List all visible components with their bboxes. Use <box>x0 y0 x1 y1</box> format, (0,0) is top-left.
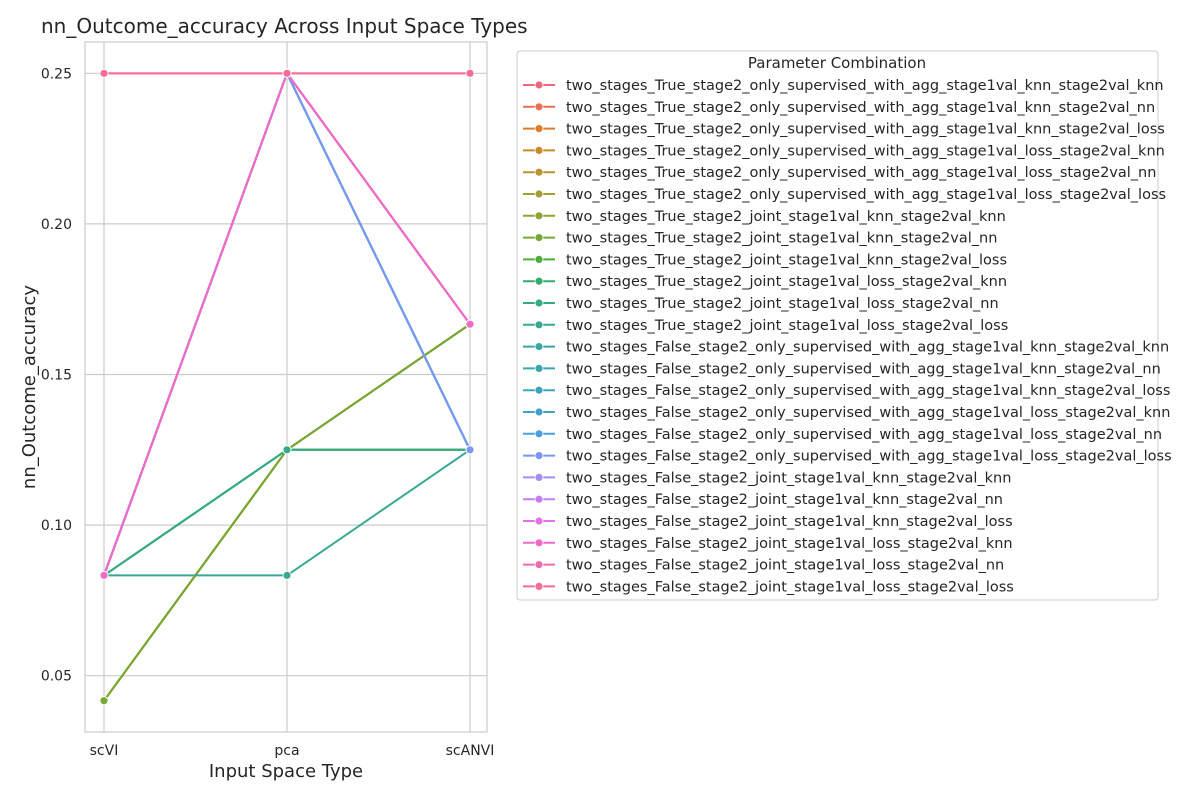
legend-swatch-marker <box>534 429 544 439</box>
legend-swatch-marker <box>534 233 544 243</box>
x-tick-label: pca <box>274 743 299 759</box>
legend-swatch-marker <box>534 582 544 591</box>
legend-swatch-marker <box>534 102 544 112</box>
legend-title: Parameter Combination <box>748 54 926 72</box>
x-tick-label: scANVI <box>446 743 495 759</box>
legend: Parameter Combination two_stages_True_st… <box>516 50 1172 601</box>
legend-swatch-marker <box>534 254 544 264</box>
plot-area <box>84 41 488 733</box>
legend-swatch-marker <box>534 124 544 134</box>
y-tick-label: 0.20 <box>41 217 72 233</box>
series-marker-24 <box>465 68 475 78</box>
y-tick-label: 0.25 <box>41 66 72 82</box>
y-axis-label: nn_Outcome_accuracy <box>19 285 40 490</box>
legend-entry-label: two_stages_True_stage2_joint_stage1val_k… <box>566 231 997 247</box>
legend-swatch-marker <box>534 145 544 155</box>
series-marker-8 <box>99 696 109 706</box>
legend-entry-label: two_stages_True_stage2_joint_stage1val_l… <box>566 318 1008 334</box>
chart-title: nn_Outcome_accuracy Across Input Space T… <box>41 14 528 38</box>
x-axis-label: Input Space Type <box>209 761 363 782</box>
legend-entry-label: two_stages_True_stage2_joint_stage1val_k… <box>566 252 1007 268</box>
series-marker-11 <box>282 445 292 455</box>
x-tick-label: scVI <box>90 743 119 759</box>
legend-swatch-marker <box>534 363 544 373</box>
legend-entry-label: two_stages_True_stage2_only_supervised_w… <box>566 165 1156 181</box>
series-marker-22 <box>465 319 475 329</box>
legend-swatch-marker <box>534 538 544 548</box>
legend-entry-label: two_stages_True_stage2_only_supervised_w… <box>566 78 1164 94</box>
legend-swatch-marker <box>534 385 544 395</box>
legend-entry-label: two_stages_False_stage2_joint_stage1val_… <box>566 492 1003 508</box>
legend-entry-label: two_stages_False_stage2_only_supervised_… <box>566 449 1172 465</box>
legend-swatch-marker <box>534 516 544 526</box>
legend-entry-label: two_stages_True_stage2_joint_stage1val_l… <box>566 274 1007 290</box>
y-tick-label: 0.05 <box>41 669 72 685</box>
series-marker-24 <box>99 68 109 78</box>
legend-swatch-marker <box>534 276 544 286</box>
legend-swatch-marker <box>534 298 544 308</box>
legend-swatch-marker <box>534 189 544 199</box>
legend-entry-label: two_stages_True_stage2_only_supervised_w… <box>566 100 1155 116</box>
legend-swatch-marker <box>534 342 544 352</box>
legend-swatch-marker <box>534 472 544 482</box>
legend-entry-label: two_stages_False_stage2_joint_stage1val_… <box>566 514 1013 530</box>
legend-swatch-marker <box>534 407 544 417</box>
legend-entry-label: two_stages_False_stage2_joint_stage1val_… <box>566 558 1004 574</box>
legend-entry-label: two_stages_False_stage2_joint_stage1val_… <box>566 579 1014 595</box>
series-marker-22 <box>99 570 109 580</box>
legend-entry-label: two_stages_True_stage2_only_supervised_w… <box>566 122 1165 138</box>
legend-entry-label: two_stages_True_stage2_joint_stage1val_k… <box>566 209 1006 225</box>
legend-entry-label: two_stages_True_stage2_only_supervised_w… <box>566 187 1166 203</box>
legend-entry-label: two_stages_False_stage2_joint_stage1val_… <box>566 470 1011 486</box>
series-markers <box>99 68 475 706</box>
legend-entry-label: two_stages_False_stage2_only_supervised_… <box>566 361 1161 377</box>
legend-swatch-marker <box>534 167 544 177</box>
series-marker-12 <box>282 570 292 580</box>
legend-entry-label: two_stages_False_stage2_joint_stage1val_… <box>566 536 1013 552</box>
legend-items: two_stages_True_stage2_only_supervised_w… <box>523 78 1172 595</box>
legend-entry-label: two_stages_False_stage2_only_supervised_… <box>566 383 1170 399</box>
legend-swatch-marker <box>534 451 544 461</box>
y-tick-label: 0.10 <box>41 518 72 534</box>
legend-swatch-marker <box>534 560 544 569</box>
legend-entry-label: two_stages_True_stage2_only_supervised_w… <box>566 143 1165 159</box>
legend-entry-label: two_stages_False_stage2_only_supervised_… <box>566 427 1162 443</box>
series-marker-18 <box>465 445 475 455</box>
x-axis-ticks: scVI pca scANVI <box>90 743 495 759</box>
legend-swatch-marker <box>534 80 544 90</box>
legend-entry-label: two_stages_False_stage2_only_supervised_… <box>566 405 1170 421</box>
legend-frame <box>516 50 1159 601</box>
legend-entry-label: two_stages_False_stage2_only_supervised_… <box>566 340 1169 356</box>
legend-swatch-marker <box>534 320 544 330</box>
legend-swatch-marker <box>534 494 544 504</box>
y-axis-ticks: 0.05 0.10 0.15 0.20 0.25 <box>41 66 72 684</box>
y-tick-label: 0.15 <box>41 368 72 384</box>
series-marker-24 <box>282 68 292 78</box>
plot-background <box>84 41 488 733</box>
legend-entry-label: two_stages_True_stage2_joint_stage1val_l… <box>566 296 999 312</box>
legend-swatch-marker <box>534 211 544 221</box>
